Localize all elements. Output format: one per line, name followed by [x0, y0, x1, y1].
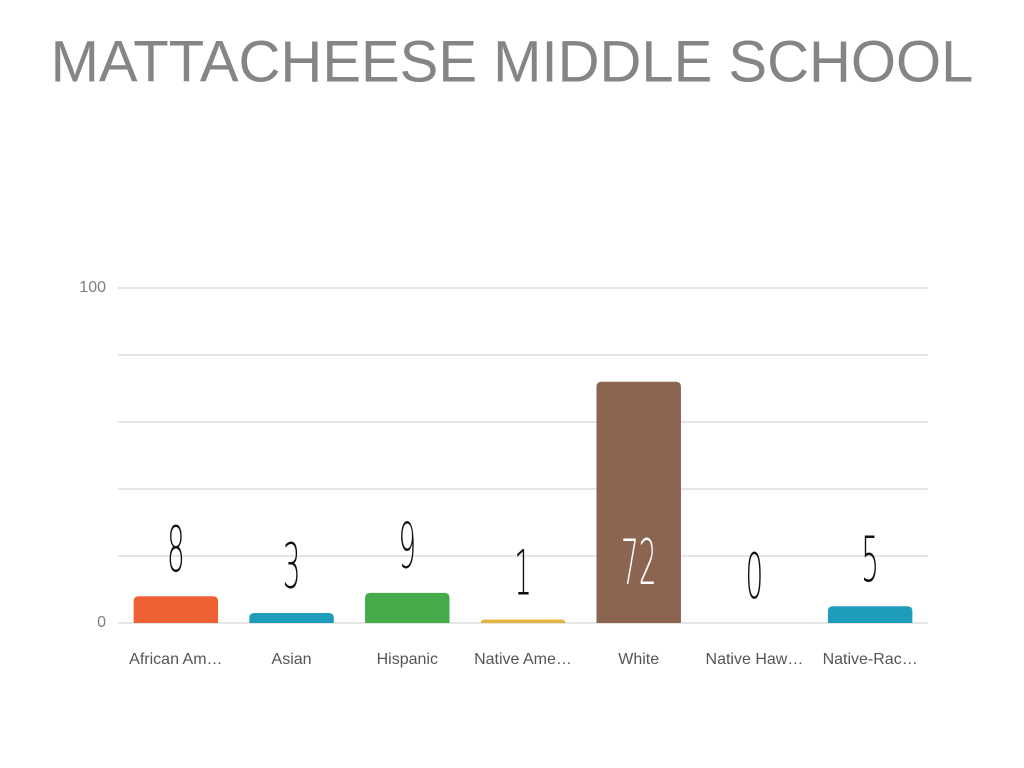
bar: [480, 619, 566, 623]
bar: [249, 612, 334, 623]
y-tick-label: 0: [97, 614, 106, 631]
x-tick-label: White: [618, 651, 659, 668]
x-tick-label: Hispanic: [377, 651, 438, 668]
value-label: 3: [283, 531, 301, 603]
value-label: 0: [746, 541, 764, 613]
x-tick-label: African Am…: [129, 651, 222, 668]
value-label: 1: [514, 538, 532, 610]
bar: [133, 596, 219, 623]
value-label: 72: [621, 527, 657, 599]
bar: [365, 592, 450, 623]
y-tick-label: 100: [79, 279, 106, 296]
x-tick-label: Asian: [272, 651, 312, 668]
value-label: 8: [167, 514, 185, 586]
x-tick-label: Native Haw…: [706, 651, 804, 668]
x-tick-label: Native Ame…: [474, 651, 572, 668]
x-tick-label: Native-Rac…: [823, 651, 918, 668]
chart-title: MATTACHEESE MIDDLE SCHOOL: [51, 29, 974, 94]
value-label: 5: [861, 524, 879, 596]
bar: [827, 606, 913, 623]
bar: [596, 381, 681, 623]
value-label: 9: [398, 511, 416, 583]
